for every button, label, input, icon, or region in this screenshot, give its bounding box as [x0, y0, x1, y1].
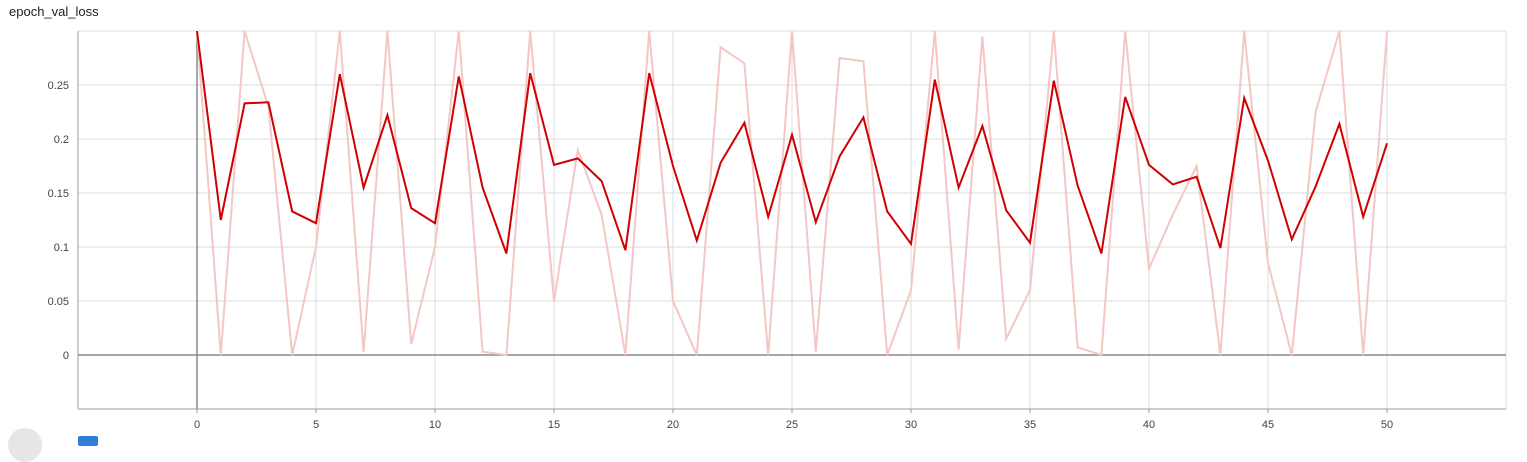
- y-tick-label: 0.25: [48, 80, 69, 92]
- x-tick-label: 15: [548, 419, 560, 431]
- chart-title: epoch_val_loss: [9, 4, 99, 19]
- y-tick-label: 0.15: [48, 188, 69, 200]
- y-tick-label: 0.1: [54, 242, 69, 254]
- x-tick-label: 30: [905, 419, 917, 431]
- x-tick-label: 10: [429, 419, 441, 431]
- series-line-raw: [196, 31, 1388, 357]
- x-tick-label: 25: [786, 419, 798, 431]
- x-tick-label: 45: [1262, 419, 1274, 431]
- y-tick-label: 0: [63, 350, 69, 362]
- x-tick-label: 5: [313, 419, 319, 431]
- fit-domain-button[interactable]: [8, 428, 42, 462]
- x-tick-label: 40: [1143, 419, 1155, 431]
- series-line-smoothed: [196, 31, 1388, 254]
- x-tick-label: 50: [1381, 419, 1393, 431]
- line-chart: 0 5 10 15 20 25 30 35 40 45 50 0 0.05 0.1 0.15 0.2 0.25: [48, 30, 1507, 431]
- x-tick-label: 35: [1024, 419, 1036, 431]
- x-tick-label: 0: [194, 419, 200, 431]
- y-tick-label: 0.2: [54, 134, 69, 146]
- y-tick-label: 0.05: [48, 296, 69, 308]
- x-tick-label: 20: [667, 419, 679, 431]
- toggle-log-scale-button[interactable]: [78, 436, 98, 446]
